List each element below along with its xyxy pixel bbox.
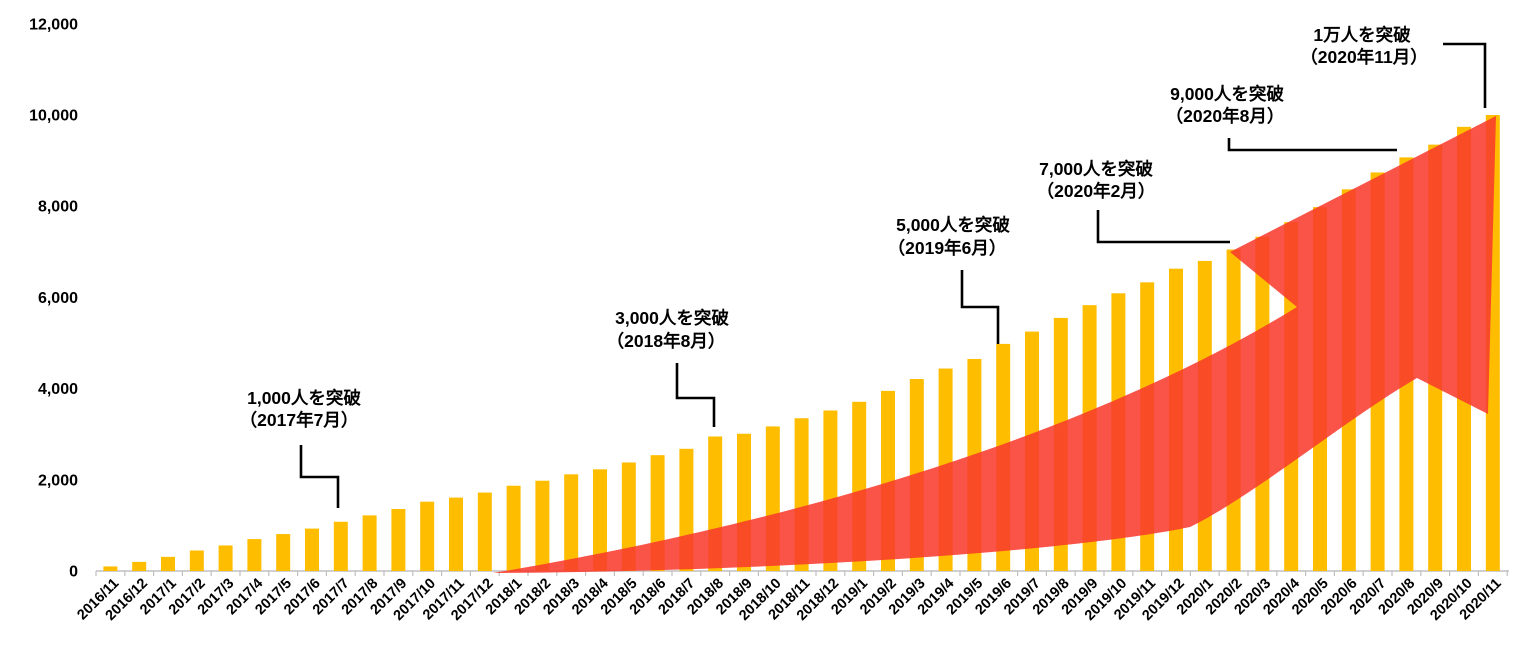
bar-2017/7 <box>333 521 348 571</box>
bar-2017/9 <box>391 508 406 571</box>
y-axis-tick-label: 10,000 <box>29 108 78 125</box>
milestone-annotation-text: （2020年2月） <box>1037 181 1156 201</box>
bar-2018/3 <box>564 474 579 571</box>
milestone-callout-line <box>1443 42 1487 108</box>
x-axis-labels: 2016/112016/122017/12017/22017/32017/420… <box>74 576 1504 624</box>
x-axis <box>95 570 1509 576</box>
y-axis-tick-label: 12,000 <box>29 16 78 33</box>
bar-2017/6 <box>305 528 319 571</box>
bar-2017/12 <box>477 492 492 571</box>
milestone-annotation-text: 3,000人を突破 <box>615 308 729 328</box>
y-axis-tick-label: 6,000 <box>38 290 78 307</box>
bar-2018/2 <box>535 480 550 571</box>
milestone-annotation-text: 7,000人を突破 <box>1039 159 1153 179</box>
milestone-annotation-text: 9,000人を突破 <box>1170 84 1284 104</box>
bar-2016/11 <box>103 566 118 571</box>
bar-2018/1 <box>506 485 521 571</box>
y-axis-tick-label: 0 <box>69 564 78 581</box>
bar-2017/1 <box>161 556 175 571</box>
milestone-callout-line <box>960 270 1000 344</box>
milestone-annotation-text: 1万人を突破 <box>1313 25 1411 45</box>
bar-2017/4 <box>247 539 262 571</box>
growth-trend-arrow <box>493 116 1496 573</box>
bar-2017/5 <box>276 534 291 571</box>
y-axis-tick-label: 8,000 <box>38 199 78 216</box>
milestone-callout-line <box>1096 210 1230 244</box>
y-axis-tick-label: 2,000 <box>38 472 78 489</box>
bar-2016/12 <box>132 561 147 571</box>
milestone-annotation-text: （2017年7月） <box>240 410 359 430</box>
bar-2017/3 <box>218 545 233 571</box>
milestone-callout-line <box>299 445 340 508</box>
bar-2018/4 <box>593 469 607 571</box>
milestone-callout-line <box>1227 138 1397 152</box>
bar-2017/11 <box>449 497 463 571</box>
y-axis-labels: 0 2,000 4,000 6,000 8,000 10,000 12,000 <box>29 16 78 580</box>
bar-2017/10 <box>420 501 435 571</box>
milestone-annotation-text: （2019年6月） <box>888 238 1007 258</box>
milestone-annotations: 1,000人を突破（2017年7月） 3,000人を突破 （2018年8月） 5,00… <box>240 25 1428 430</box>
milestone-annotation-text: 1,000人を突破 <box>247 388 361 408</box>
bar-2017/2 <box>189 550 204 571</box>
milestone-annotation-text: （2018年8月） <box>607 331 726 351</box>
milestone-annotation-text: （2020年8月） <box>1166 106 1285 126</box>
bar-2017/8 <box>362 515 377 571</box>
y-axis-tick-label: 4,000 <box>38 381 78 398</box>
milestone-annotation-text: 5,000人を突破 <box>896 215 1010 235</box>
milestone-callout-lines <box>299 42 1487 508</box>
milestone-annotation-text: （2020年11月） <box>1300 47 1427 67</box>
bar-2018/5 <box>621 462 636 571</box>
milestone-callout-line <box>675 363 716 427</box>
